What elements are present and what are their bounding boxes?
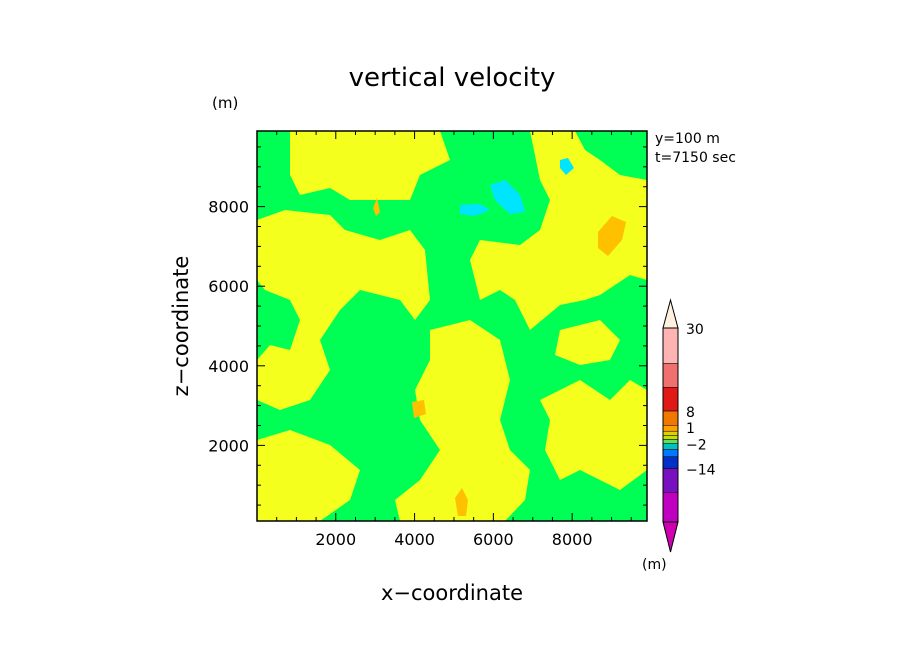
colorbar-band: [662, 468, 679, 493]
strong-positive-region: [598, 216, 626, 256]
y-axis: 2000 4000 6000 8000: [208, 146, 647, 506]
y-axis-label: z−coordinate: [169, 256, 193, 397]
strong-positive-region: [455, 488, 468, 516]
y-tick-label: 8000: [208, 198, 249, 217]
colorbar-label: −14: [686, 463, 716, 479]
colorbar-band: [662, 435, 679, 440]
colorbar-label: 30: [686, 322, 704, 338]
strong-positive-region: [412, 400, 426, 418]
colorbar-band: [662, 425, 679, 432]
y-unit-label: (m): [212, 94, 238, 112]
colorbar-band: [662, 327, 679, 364]
x-tick-label: 6000: [473, 530, 514, 549]
info-line-2: t=7150 sec: [655, 150, 736, 166]
positive-region: [395, 320, 530, 521]
colorbar-band: [662, 363, 679, 388]
x-axis-label: x−coordinate: [381, 581, 523, 605]
colorbar-bottom-tip: [662, 521, 679, 553]
negative-region: [460, 204, 490, 216]
colorbar-band: [662, 449, 679, 457]
colorbar-frame: [662, 327, 679, 523]
y-tick-label: 2000: [208, 436, 249, 455]
x-tick-label: 8000: [552, 530, 593, 549]
x-axis: 2000 4000 6000 8000: [276, 131, 632, 549]
colorbar-band: [662, 443, 679, 450]
colorbar-label: −2: [686, 438, 707, 454]
y-tick-label: 4000: [208, 357, 249, 376]
positive-region: [555, 320, 620, 365]
colorbar-band: [662, 439, 679, 444]
colorbar: 30 81−2 −14: [662, 298, 716, 553]
colorbar-top-tip: [662, 298, 679, 329]
positive-region: [470, 131, 647, 330]
negative-region: [560, 158, 574, 175]
colorbar-label: 8: [686, 405, 695, 421]
colorbar-label: 1: [686, 421, 695, 437]
info-line-1: y=100 m: [655, 131, 720, 147]
positive-region: [540, 380, 647, 490]
negative-region: [490, 180, 525, 214]
x-tick-label: 2000: [315, 530, 356, 549]
colorbar-band: [662, 430, 679, 436]
positive-region: [257, 430, 360, 521]
positive-region: [257, 210, 430, 410]
field-regions: [257, 131, 647, 521]
y-tick-label: 6000: [208, 277, 249, 296]
x-tick-label: 4000: [394, 530, 435, 549]
colorbar-band: [662, 492, 679, 523]
chart-title: vertical velocity: [349, 63, 556, 93]
colorbar-band: [662, 387, 679, 412]
positive-region: [290, 131, 450, 200]
colorbar-unit-label: (m): [642, 557, 667, 573]
strong-positive-region: [373, 198, 380, 216]
plot-area: [256, 130, 648, 522]
colorbar-band: [662, 456, 679, 469]
colorbar-band: [662, 410, 679, 426]
